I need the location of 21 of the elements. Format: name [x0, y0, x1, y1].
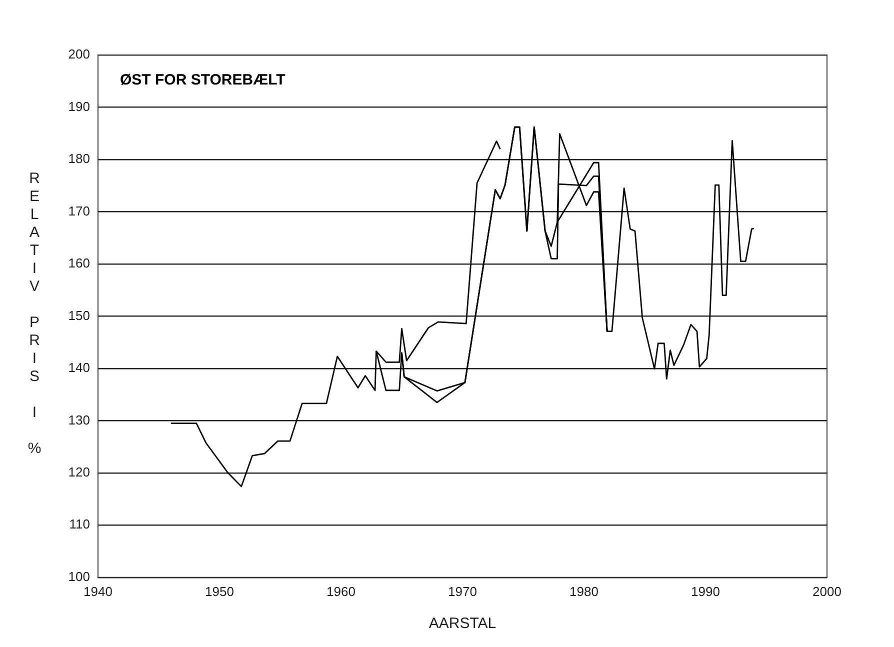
x-tick-label: 1960	[326, 584, 356, 599]
text: ØST FOR STOREBÆLT	[120, 72, 286, 89]
x-tick-label: 1940	[84, 584, 112, 599]
y-tick-label: 110	[69, 516, 90, 532]
y-tick-label: 160	[68, 256, 90, 271]
y-tick-label: 200	[68, 46, 90, 62]
x-tick-label: 1950	[205, 584, 234, 599]
y-tick-label: 100	[68, 568, 90, 584]
y-tick-label: 150	[68, 308, 90, 323]
y-tick-label: 140	[68, 360, 90, 376]
y-tick-label: 130	[68, 412, 90, 428]
x-axis-title: AARSTAL	[428, 615, 496, 632]
y-axis-title: RELATIV PRIS I %	[26, 170, 43, 458]
y-tick-label: 120	[68, 464, 90, 480]
y-tick-label: 180	[68, 151, 90, 166]
x-tick-label: 1970	[448, 584, 477, 599]
y-tick-label: 170	[68, 203, 90, 218]
x-tick-label: 1990	[691, 584, 720, 599]
y-tick-label: 190	[68, 98, 90, 114]
x-tick-label: 1980	[570, 584, 598, 599]
x-tick-label: 2000	[812, 584, 842, 599]
